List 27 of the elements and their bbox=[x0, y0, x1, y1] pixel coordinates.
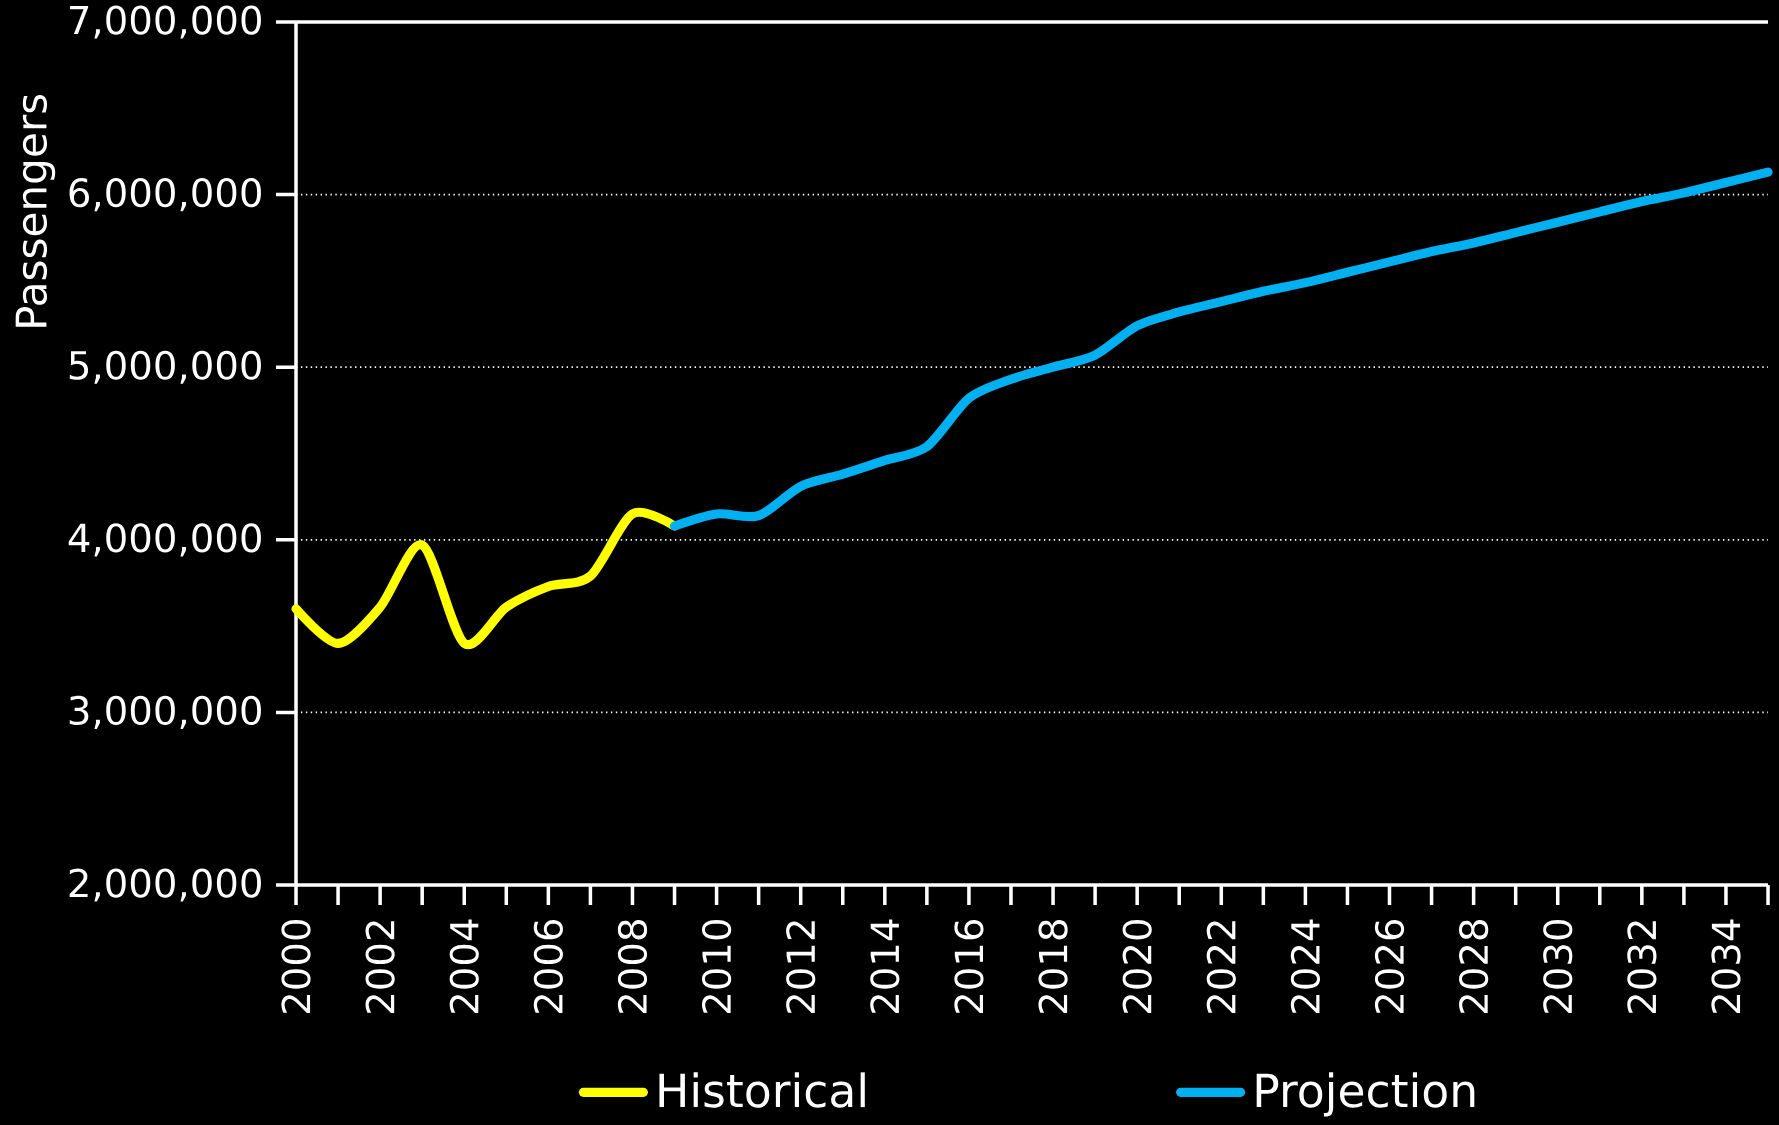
legend-label: Projection bbox=[1256, 1072, 1475, 1117]
x-tick-label: 2010 bbox=[701, 920, 732, 1014]
x-tick-label: 2008 bbox=[617, 920, 648, 1014]
x-tick-label: 2002 bbox=[365, 921, 395, 1014]
y-axis-title: Passengers bbox=[15, 94, 56, 327]
x-tick-label: 2012 bbox=[786, 921, 816, 1014]
x-tick-label: 2018 bbox=[1038, 920, 1068, 1014]
y-tick-label: 2,000,000 bbox=[69, 868, 261, 902]
x-tick-label: 2004 bbox=[449, 919, 479, 1014]
x-tick-label: 2032 bbox=[1627, 921, 1657, 1014]
x-tick-label: 2034 bbox=[1711, 919, 1741, 1014]
x-tick-label: 2024 bbox=[1290, 919, 1321, 1014]
y-tick-label: 5,000,000 bbox=[69, 350, 261, 384]
y-tick-label: 4,000,000 bbox=[68, 523, 261, 557]
x-tick-label: 2014 bbox=[870, 919, 900, 1014]
x-tick-label: 2030 bbox=[1543, 920, 1573, 1014]
x-tick-label: 2006 bbox=[533, 919, 563, 1014]
x-tick-label: 2000 bbox=[281, 920, 311, 1014]
y-tick-label: 6,000,000 bbox=[69, 178, 261, 212]
y-tick-label: 7,000,000 bbox=[70, 5, 261, 39]
x-tick-label: 2022 bbox=[1206, 921, 1236, 1014]
y-tick-label: 3,000,000 bbox=[69, 695, 261, 729]
x-tick-label: 2026 bbox=[1374, 919, 1405, 1014]
legend-label: Historical bbox=[659, 1072, 865, 1108]
x-tick-label: 2020 bbox=[1122, 920, 1152, 1014]
x-tick-label: 2016 bbox=[954, 919, 984, 1014]
x-tick-label: 2028 bbox=[1459, 920, 1489, 1014]
